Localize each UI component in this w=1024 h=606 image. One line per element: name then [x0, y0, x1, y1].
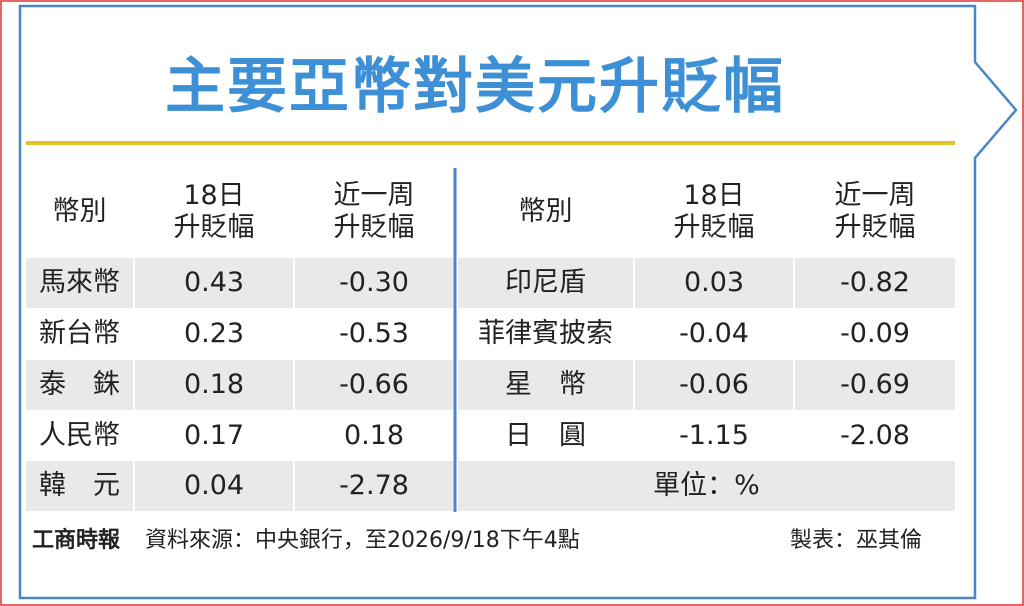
- header-cell: 近一周 升貶幅: [795, 168, 955, 256]
- header-cell: 幣別: [458, 168, 633, 256]
- value-cell: -2.08: [840, 420, 910, 451]
- header-text: 18日: [183, 180, 245, 211]
- currency-cell: 印尼盾: [458, 258, 633, 308]
- unit: 單位：%: [458, 461, 955, 511]
- header-text: 18日: [683, 180, 745, 211]
- header-text: 升貶幅: [333, 212, 415, 243]
- header-text: 近一周: [333, 180, 415, 211]
- header-text: 升貶幅: [673, 212, 755, 243]
- header-cell: 近一周 升貶幅: [295, 168, 453, 256]
- header-cell: 幣別: [26, 168, 133, 256]
- value-cell: -0.53: [339, 318, 409, 349]
- header-cell: 18日 升貶幅: [635, 168, 793, 256]
- header-cell: 18日 升貶幅: [135, 168, 293, 256]
- card-border: [18, 4, 1018, 600]
- value-cell: 0.18: [135, 360, 293, 410]
- value-cell: 0.17: [183, 420, 245, 451]
- header-text: 升貶幅: [834, 212, 916, 243]
- value-cell: -0.04: [679, 318, 749, 349]
- value-cell: -0.82: [795, 258, 955, 308]
- value-cell: -1.15: [679, 420, 749, 451]
- value-cell: -2.78: [295, 461, 453, 511]
- title: 主要亞幣對美元升貶幅: [165, 52, 785, 122]
- currency-cell: 新台幣: [39, 318, 120, 349]
- currency-cell: 人民幣: [39, 420, 120, 451]
- currency-cell: 韓 元: [26, 461, 133, 511]
- value-cell: 0.23: [183, 318, 245, 349]
- value-cell: -0.69: [795, 360, 955, 410]
- value-cell: 0.43: [135, 258, 293, 308]
- value-cell: -0.09: [840, 318, 910, 349]
- credit: 製表：巫其倫: [790, 528, 923, 553]
- logo: 工商時報: [32, 527, 121, 553]
- value-cell: 0.03: [635, 258, 793, 308]
- header-text: 升貶幅: [173, 212, 255, 243]
- source: 資料來源：中央銀行，至2026/9/18下午4點: [145, 528, 580, 553]
- header-text: 幣別: [52, 196, 107, 227]
- value-cell: -0.66: [295, 360, 453, 410]
- currency-cell: 馬來幣: [26, 258, 133, 308]
- value-cell: -0.06: [635, 360, 793, 410]
- currency-cell: 日 圓: [505, 420, 586, 451]
- currency-cell: 星 幣: [458, 360, 633, 410]
- value-cell: 0.18: [343, 420, 405, 451]
- currency-cell: 菲律賓披索: [478, 318, 613, 349]
- header-text: 近一周: [834, 180, 916, 211]
- header-text: 幣別: [518, 196, 573, 227]
- value-cell: 0.04: [135, 461, 293, 511]
- currency-cell: 泰 銖: [26, 360, 133, 410]
- value-cell: -0.30: [295, 258, 453, 308]
